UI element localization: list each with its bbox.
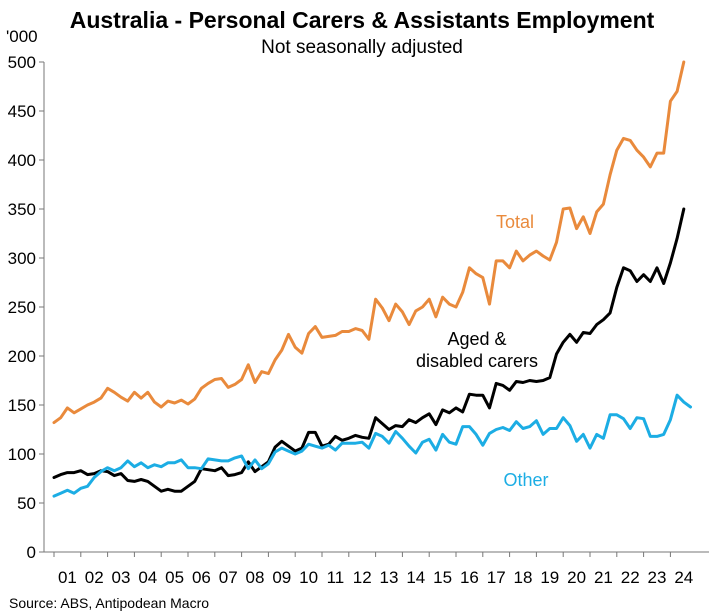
x-tick-label: 13 bbox=[380, 568, 399, 587]
y-tick-label: 500 bbox=[8, 53, 36, 72]
x-tick-label: 15 bbox=[433, 568, 452, 587]
x-tick-label: 23 bbox=[648, 568, 667, 587]
x-tick-label: 08 bbox=[246, 568, 265, 587]
chart-subtitle: Not seasonally adjusted bbox=[261, 37, 463, 58]
y-tick-label: 300 bbox=[8, 249, 36, 268]
y-tick-label: 350 bbox=[8, 200, 36, 219]
y-tick-label: 450 bbox=[8, 102, 36, 121]
x-tick-label: 03 bbox=[112, 568, 131, 587]
x-tick-label: 24 bbox=[674, 568, 693, 587]
y-tick-label: 50 bbox=[17, 494, 36, 513]
x-tick-label: 18 bbox=[514, 568, 533, 587]
x-tick-label: 05 bbox=[165, 568, 184, 587]
y-axis-unit-label: '000 bbox=[6, 27, 38, 46]
x-tick-label: 06 bbox=[192, 568, 211, 587]
x-tick-label: 20 bbox=[567, 568, 586, 587]
x-tick-label: 01 bbox=[58, 568, 77, 587]
x-tick-label: 07 bbox=[219, 568, 238, 587]
x-tick-label: 02 bbox=[85, 568, 104, 587]
x-tick-label: 09 bbox=[272, 568, 291, 587]
chart-title: Australia - Personal Carers & Assistants… bbox=[70, 7, 655, 33]
label-total: Total bbox=[496, 212, 534, 232]
label-aged-line2: disabled carers bbox=[416, 351, 538, 371]
label-aged-line1: Aged & bbox=[447, 329, 506, 349]
x-tick-label: 22 bbox=[621, 568, 640, 587]
series-line-total bbox=[52, 60, 686, 425]
x-tick-label: 17 bbox=[487, 568, 506, 587]
series-lines bbox=[52, 60, 692, 498]
x-tick-label: 14 bbox=[406, 568, 425, 587]
label-other: Other bbox=[503, 470, 548, 490]
x-tick-label: 19 bbox=[540, 568, 559, 587]
y-axis-ticks: 0 50 100 150 200 250 300 350 400 450 500 bbox=[8, 53, 44, 562]
x-tick-label: 11 bbox=[327, 568, 345, 587]
x-tick-label: 10 bbox=[299, 568, 318, 587]
y-tick-label: 250 bbox=[8, 298, 36, 317]
y-tick-label: 200 bbox=[8, 347, 36, 366]
source-note: Source: ABS, Antipodean Macro bbox=[9, 595, 209, 611]
y-tick-label: 400 bbox=[8, 151, 36, 170]
x-axis-ticks: 01 02 03 04 05 06 07 08 09 10 11 12 13 14 15 16 17 18 19 20… bbox=[53, 552, 693, 587]
x-tick-label: 04 bbox=[138, 568, 157, 587]
y-tick-label: 150 bbox=[8, 396, 36, 415]
y-tick-label: 0 bbox=[27, 543, 36, 562]
x-tick-label: 12 bbox=[353, 568, 372, 587]
series-line-other bbox=[52, 393, 692, 498]
series-line-aged-disabled-carers bbox=[52, 207, 686, 493]
x-tick-label: 16 bbox=[460, 568, 479, 587]
y-tick-label: 100 bbox=[8, 445, 36, 464]
x-tick-label: 21 bbox=[594, 568, 613, 587]
